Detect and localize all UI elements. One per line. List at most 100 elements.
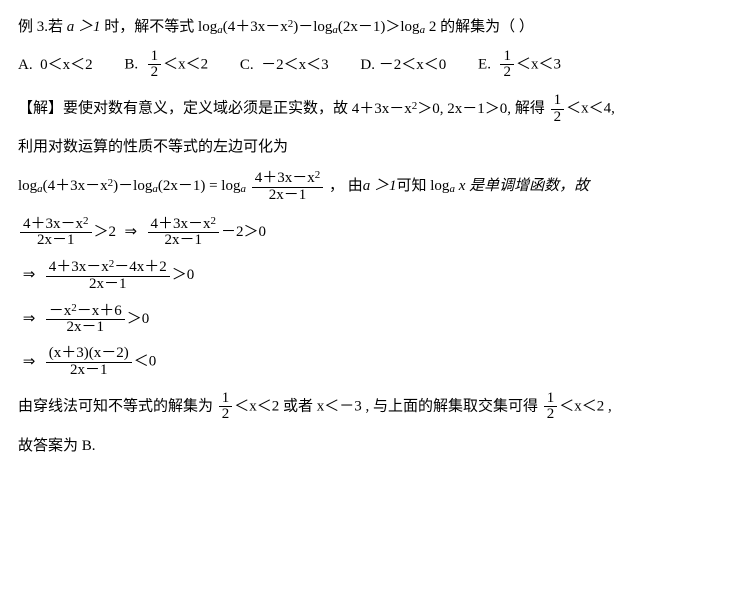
opt-a-label: A. <box>18 57 33 73</box>
eq-arg1: (4＋3x－x <box>43 178 108 194</box>
log-base-3: a <box>420 24 426 36</box>
s1-den2: 2x－1 <box>148 232 220 249</box>
after-text: ， 由 <box>329 178 363 194</box>
arrow-1: ⇒ <box>120 221 142 244</box>
problem-text-1: 时，解不等式 <box>104 19 194 35</box>
answer-text: 故答案为 B. <box>18 438 96 454</box>
concl-1: 由穿线法可知不等式的解集为 <box>18 398 213 414</box>
step-4: ⇒ (x＋3)(x－2) 2x－1 ＜0 <box>18 346 733 379</box>
concl-num-1: 1 <box>219 391 233 407</box>
opt-b-label: B. <box>124 56 138 72</box>
eq-base3: a <box>240 183 246 195</box>
problem-label: 例 3.若 <box>18 19 63 35</box>
opt-e-den: 2 <box>500 64 514 81</box>
answer-line: 故答案为 B. <box>18 435 733 458</box>
s1-num1: 4＋3x－x <box>23 216 83 232</box>
options-row: A. 0＜x＜2 B. 1 2 ＜x＜2 C. －2＜x＜3 D. －2＜x＜0… <box>18 49 733 82</box>
step1-frac1: 4＋3x－x2 2x－1 <box>20 216 92 250</box>
s3-num-a: －x <box>49 303 72 319</box>
step1-frac2: 4＋3x－x2 2x－1 <box>148 216 220 250</box>
s3-num-b: －x＋6 <box>77 303 122 319</box>
eq-log1: log <box>18 178 37 194</box>
eq-arg2: (2x－1) = log <box>158 178 241 194</box>
gt0-b: ＞0 <box>127 311 150 327</box>
combined-frac: 4＋3x－x2 2x－1 <box>252 170 324 204</box>
sol-t1: 要使对数有意义，定义域必须是正实数，故 <box>63 101 348 117</box>
arrow-4: ⇒ <box>18 351 40 374</box>
dom1-tail: ＞0, 2x－1＞0, <box>417 101 511 117</box>
problem-statement: 例 3.若 a ＞1 时，解不等式 loga(4＋3x－x2)－loga(2x－… <box>18 16 733 39</box>
step4-frac: (x＋3)(x－2) 2x－1 <box>46 346 132 379</box>
opt-c-expr: －2＜x＜3 <box>261 57 329 73</box>
step-3: ⇒ －x2－x＋6 2x－1 ＞0 <box>18 303 733 337</box>
sq-6: 2 <box>211 215 217 227</box>
concl-den-1: 2 <box>219 406 233 423</box>
opt-d-label: D. <box>360 57 375 73</box>
opt-e-num: 1 <box>500 49 514 65</box>
sq-4: 2 <box>315 169 321 181</box>
arg2: (2x－1)＞log <box>338 19 420 35</box>
opt-b-tail: ＜x＜2 <box>163 56 208 72</box>
agt1: a ＞1 <box>363 178 397 194</box>
solution-tag: 【解】 <box>18 101 63 117</box>
option-a: A. 0＜x＜2 <box>18 54 93 77</box>
eq-arg1-close: )－log <box>113 178 152 194</box>
arrow-2: ⇒ <box>18 264 40 287</box>
option-c: C. －2＜x＜3 <box>240 54 329 77</box>
solution-para-1: 【解】要使对数有意义，定义域必须是正实数，故 4＋3x－x 2 ＞0, 2x－1＞0… <box>18 93 733 126</box>
const-2: 2 <box>429 19 437 35</box>
after2: 可知 log <box>397 178 450 194</box>
arrow-3: ⇒ <box>18 308 40 331</box>
arg1-close: )－log <box>293 19 332 35</box>
log-1: log <box>198 19 217 35</box>
opt-e-frac: 1 2 <box>500 49 514 82</box>
concl-den-2: 2 <box>544 406 558 423</box>
step3-frac: －x2－x＋6 2x－1 <box>46 303 125 337</box>
sol-t3: 利用对数运算的性质不等式的左边可化为 <box>18 139 288 155</box>
step2-frac: 4＋3x－x2－4x＋2 2x－1 <box>46 259 170 293</box>
s4-num: (x＋3)(x－2) <box>46 346 132 362</box>
opt-e-tail: ＜x＜3 <box>516 56 561 72</box>
combined-den: 2x－1 <box>252 187 324 204</box>
a-gt-1: a ＞1 <box>67 19 101 35</box>
s1-num2: 4＋3x－x <box>151 216 211 232</box>
problem-tail: 的解集为（ ） <box>440 19 534 35</box>
concl-mid: ＜x＜2 或者 x＜－3 , 与上面的解集取交集可得 <box>234 398 538 414</box>
step-2: ⇒ 4＋3x－x2－4x＋2 2x－1 ＞0 <box>18 259 733 293</box>
s2-num-a: 4＋3x－x <box>49 259 109 275</box>
opt-a-expr: 0＜x＜2 <box>40 57 93 73</box>
minus2gt0: －2＞0 <box>221 224 266 240</box>
dom-range-frac: 1 2 <box>551 93 565 126</box>
concl-tail: ＜x＜2 , <box>559 398 612 414</box>
combined-num: 4＋3x－x <box>255 170 315 186</box>
opt-e-label: E. <box>478 56 491 72</box>
concl-num-2: 1 <box>544 391 558 407</box>
log-combine-line: loga(4＋3x－x2)－loga(2x－1) = loga 4＋3x－x2 … <box>18 170 733 204</box>
option-e: E. 1 2 ＜x＜3 <box>478 49 561 82</box>
option-b: B. 1 2 ＜x＜2 <box>124 49 208 82</box>
option-d: D. －2＜x＜0 <box>360 54 446 77</box>
opt-b-den: 2 <box>148 64 162 81</box>
dom-range-tail: ＜x＜4, <box>566 101 615 117</box>
opt-b-num: 1 <box>148 49 162 65</box>
concl-frac-2: 1 2 <box>544 391 558 424</box>
opt-c-label: C. <box>240 57 254 73</box>
s3-den: 2x－1 <box>46 319 125 336</box>
s1-den1: 2x－1 <box>20 232 92 249</box>
dom1: 4＋3x－x <box>352 101 412 117</box>
opt-b-frac: 1 2 <box>148 49 162 82</box>
gt2: ＞2 <box>94 224 117 240</box>
sol-t2: 解得 <box>515 101 545 117</box>
concl-frac-1: 1 2 <box>219 391 233 424</box>
s2-den: 2x－1 <box>46 276 170 293</box>
gt0-a: ＞0 <box>172 267 195 283</box>
solution-para-1b: 利用对数运算的性质不等式的左边可化为 <box>18 136 733 159</box>
sq-5: 2 <box>83 215 89 227</box>
s2-num-b: －4x＋2 <box>114 259 167 275</box>
dom-range-den: 2 <box>551 109 565 126</box>
step-1: 4＋3x－x2 2x－1 ＞2 ⇒ 4＋3x－x2 2x－1 －2＞0 <box>18 216 733 250</box>
s4-den: 2x－1 <box>46 362 132 379</box>
opt-d-expr: －2＜x＜0 <box>379 57 447 73</box>
lt0: ＜0 <box>134 354 157 370</box>
conclusion-line: 由穿线法可知不等式的解集为 1 2 ＜x＜2 或者 x＜－3 , 与上面的解集取… <box>18 391 733 424</box>
